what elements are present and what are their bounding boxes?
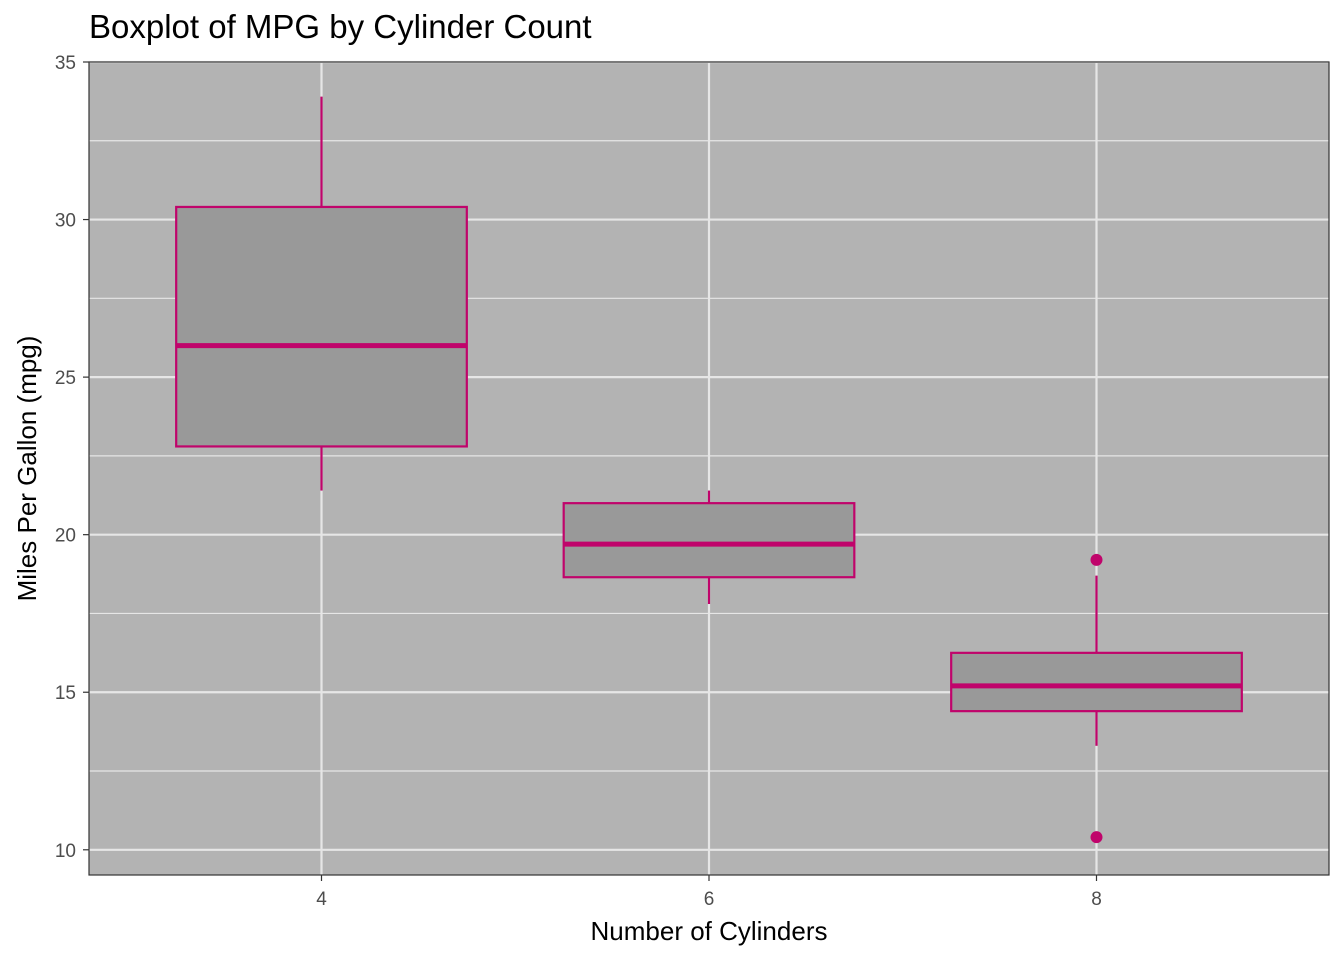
y-tick-label: 30 xyxy=(55,211,76,232)
outlier-point xyxy=(1090,553,1103,566)
y-tick-label: 10 xyxy=(55,841,76,862)
y-axis-title: Miles Per Gallon (mpg) xyxy=(12,336,42,602)
chart-title: Boxplot of MPG by Cylinder Count xyxy=(89,8,592,45)
y-tick-label: 25 xyxy=(55,368,76,389)
iqr-box xyxy=(175,205,468,448)
iqr-box xyxy=(562,502,856,579)
y-tick-label: 15 xyxy=(55,683,76,704)
axes: 10 15 20 25 30 35 4 6 8 xyxy=(55,53,1102,910)
x-tick-label: 8 xyxy=(1091,889,1102,910)
iqr-box xyxy=(950,651,1243,713)
boxes xyxy=(175,96,1243,844)
box-6 xyxy=(562,490,856,604)
x-tick-label: 6 xyxy=(704,889,715,910)
outlier-point xyxy=(1090,831,1103,844)
box-4 xyxy=(175,96,468,491)
y-tick-label: 35 xyxy=(55,53,76,74)
box-8 xyxy=(950,553,1243,844)
x-tick-label: 4 xyxy=(316,889,327,910)
y-tick-label: 20 xyxy=(55,526,76,547)
x-axis-title: Number of Cylinders xyxy=(591,916,828,946)
